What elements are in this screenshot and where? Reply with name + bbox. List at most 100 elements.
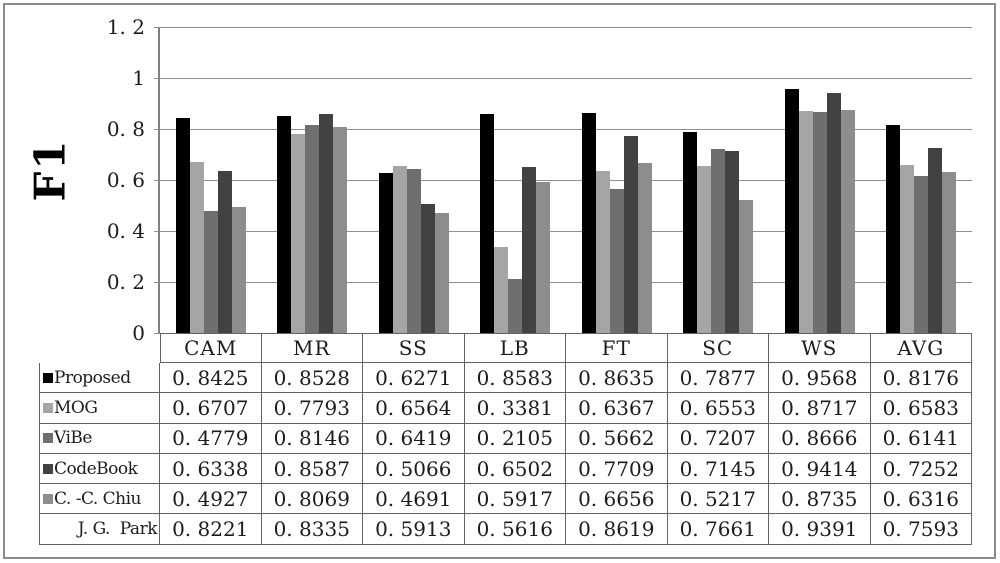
table-value-cell: 0. 9568: [769, 363, 871, 394]
table-value-cell: 0. 6564: [363, 393, 465, 424]
bar-c-c-chiu-cam: [231, 207, 246, 333]
gridline: [160, 129, 972, 130]
bar-vibe-sc: [711, 149, 726, 333]
y-axis-tickmark: [154, 282, 160, 283]
table-value-cell: 0. 8583: [464, 363, 566, 394]
table-value-cell: 0. 8619: [566, 514, 668, 545]
bar-codebook-cam: [217, 171, 232, 333]
bar-codebook-ws: [826, 92, 841, 333]
table-value-cell: 0. 8146: [261, 423, 363, 454]
plot-area: [154, 27, 972, 334]
table-value-cell: 0. 6656: [566, 484, 668, 515]
y-axis-tickmark: [154, 129, 160, 130]
bar-c-c-chiu-sc: [739, 199, 754, 333]
bar-c-c-chiu-ws: [840, 110, 855, 333]
table-value-cell: 0. 7877: [667, 363, 769, 394]
table-value-cell: 0. 7145: [667, 453, 769, 485]
bar-proposed-avg: [886, 124, 901, 333]
bar-vibe-mr: [305, 125, 320, 333]
table-value-cell: 0. 6553: [667, 393, 769, 424]
table-value-cell: 0. 6338: [160, 453, 262, 485]
table-value-cell: 0. 7661: [667, 514, 769, 545]
y-tick-label: 1: [132, 66, 145, 90]
table-value-cell: 0. 8221: [160, 514, 262, 545]
bar-c-c-chiu-avg: [942, 171, 957, 333]
y-axis-tickmark: [154, 78, 160, 79]
table-value-cell: 0. 4927: [160, 484, 262, 515]
legend-marker-codebook: [43, 463, 53, 474]
series-label-cell-proposed: Proposed: [39, 363, 160, 394]
table-corner-spacer: [39, 333, 160, 363]
bar-vibe-ws: [812, 112, 827, 333]
table-value-cell: 0. 9391: [769, 514, 871, 545]
table-header-cell-lb: LB: [464, 333, 566, 363]
table-value-cell: 0. 7252: [870, 453, 972, 485]
gridline: [160, 180, 972, 181]
table-value-cell: 0. 7207: [667, 423, 769, 454]
y-tick-label: 0. 4: [106, 219, 145, 243]
table-value-cell: 0. 6707: [160, 393, 262, 424]
series-label: CodeBook: [54, 458, 138, 479]
table-value-cell: 0. 5917: [464, 484, 566, 515]
y-tick-label: 1. 2: [106, 15, 145, 39]
bar-c-c-chiu-ft: [637, 163, 652, 333]
bar-proposed-ft: [581, 112, 596, 333]
bar-proposed-sc: [683, 132, 698, 333]
gridline: [160, 282, 972, 283]
series-label: Proposed: [54, 367, 131, 388]
y-axis-tickmark: [154, 333, 160, 334]
table-header-cell-ss: SS: [363, 333, 465, 363]
table-value-cell: 0. 8717: [769, 393, 871, 424]
bar-mog-ws: [798, 110, 813, 333]
table-value-cell: 0. 6502: [464, 453, 566, 485]
table-value-cell: 0. 6141: [870, 423, 972, 454]
series-label: MOG: [54, 397, 98, 418]
bar-mog-ft: [595, 170, 610, 333]
bar-mog-lb: [494, 246, 509, 333]
table-header-cell-ws: WS: [769, 333, 871, 363]
data-table: CAM MR SS LB FT SC WS AVG Proposed 0. 8425 0. 8528…: [39, 333, 972, 545]
table-header-cell-mr: MR: [261, 333, 363, 363]
table-value-cell: 0. 6367: [566, 393, 668, 424]
series-label: ViBe: [54, 428, 92, 449]
legend-marker-proposed: [43, 372, 53, 383]
table-value-cell: 0. 6583: [870, 393, 972, 424]
table-value-cell: 0. 5217: [667, 484, 769, 515]
bar-codebook-ss: [420, 203, 435, 333]
bar-proposed-ws: [784, 89, 799, 333]
table-header-cell-cam: CAM: [160, 333, 262, 363]
table-value-cell: 0. 8528: [261, 363, 363, 394]
legend-marker-c-c-chiu: [43, 493, 53, 504]
bar-vibe-ft: [609, 188, 624, 333]
series-label-cell-j-g-park: J. G. Park: [39, 514, 160, 545]
table-value-cell: 0. 6271: [363, 363, 465, 394]
bar-mog-ss: [392, 165, 407, 333]
table-header-cell-ft: FT: [566, 333, 668, 363]
table-header-cell-sc: SC: [667, 333, 769, 363]
table-value-cell: 0. 5066: [363, 453, 465, 485]
legend-marker-vibe: [43, 433, 53, 444]
bar-mog-mr: [291, 134, 306, 333]
bar-mog-sc: [697, 165, 712, 333]
y-tick-label: 0: [132, 321, 145, 345]
bar-vibe-lb: [508, 279, 523, 333]
table-value-cell: 0. 5913: [363, 514, 465, 545]
table-value-cell: 0. 7593: [870, 514, 972, 545]
legend-marker-mog: [43, 402, 53, 413]
bar-proposed-mr: [277, 115, 292, 333]
series-label-cell-vibe: ViBe: [39, 423, 160, 454]
table-value-cell: 0. 9414: [769, 453, 871, 485]
table-value-cell: 0. 4691: [363, 484, 465, 515]
series-label-cell-c-c-chiu: C. -C. Chiu: [39, 484, 160, 515]
y-tick-label: 0. 6: [106, 168, 145, 192]
bar-proposed-ss: [378, 173, 393, 333]
bar-c-c-chiu-ss: [434, 213, 449, 333]
table-value-cell: 0. 4779: [160, 423, 262, 454]
bar-c-c-chiu-mr: [333, 127, 348, 333]
table-value-cell: 0. 7793: [261, 393, 363, 424]
table-value-cell: 0. 8587: [261, 453, 363, 485]
table-value-cell: 0. 6316: [870, 484, 972, 515]
y-axis-tickmark: [154, 180, 160, 181]
bar-c-c-chiu-lb: [536, 182, 551, 333]
gridline: [160, 78, 972, 79]
